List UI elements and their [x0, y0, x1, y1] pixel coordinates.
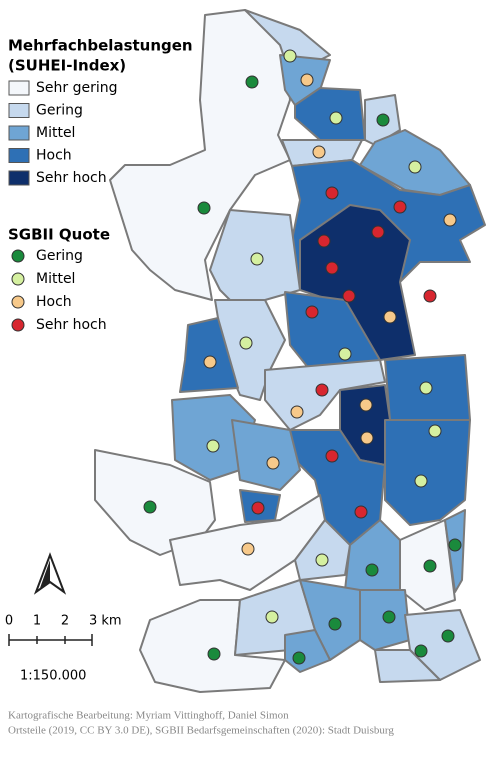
dot: [414, 474, 428, 488]
dot: [325, 186, 339, 200]
dot: [203, 355, 217, 369]
dot: [382, 610, 396, 624]
dot: [371, 225, 385, 239]
dot: [290, 405, 304, 419]
legend-swatch: [8, 148, 30, 163]
scale-bar: 0 1 2 3 km 1:150.000: [5, 614, 122, 684]
legend-title: SGBII Quote: [8, 226, 110, 244]
scale-label: 3 km: [89, 614, 122, 629]
legend-label: Hoch: [36, 294, 72, 310]
legend-label: Sehr hoch: [36, 170, 107, 186]
dot: [305, 305, 319, 319]
legend-dot: [11, 295, 25, 309]
dot: [245, 75, 259, 89]
dot: [383, 310, 397, 324]
legend-swatch: [8, 170, 30, 186]
dot: [266, 456, 280, 470]
dot: [354, 505, 368, 519]
district: [374, 649, 441, 683]
scale-ratio: 1:150.000: [20, 669, 86, 684]
legend-dot: [11, 249, 25, 263]
district: [231, 419, 301, 491]
legend-subtitle: (SUHEI-Index): [8, 57, 126, 75]
legend-swatch: [8, 103, 30, 118]
north-arrow-fill: [40, 560, 50, 588]
dot: [329, 111, 343, 125]
legend-swatch: [8, 125, 30, 141]
dot: [317, 234, 331, 248]
dot: [312, 145, 326, 159]
dot: [443, 213, 457, 227]
legend-label: Gering: [36, 103, 83, 119]
districts: [94, 9, 486, 693]
dot: [328, 617, 342, 631]
dot: [283, 49, 297, 63]
north-arrow: [33, 552, 67, 595]
district: [139, 599, 286, 693]
district: [109, 9, 291, 301]
dot: [300, 73, 314, 87]
dot: [239, 336, 253, 350]
legend-label: Mittel: [36, 271, 75, 287]
legend-label: Gering: [36, 248, 83, 264]
legend-label: Sehr gering: [36, 80, 117, 96]
dot: [207, 647, 221, 661]
dot: [342, 289, 356, 303]
dot: [359, 398, 373, 412]
dot: [292, 651, 306, 665]
credit: Ortsteile (2019, CC BY 3.0 DE), SGBII Be…: [8, 725, 394, 737]
dot: [365, 563, 379, 577]
dot: [143, 500, 157, 514]
scale-label: 1: [33, 614, 41, 629]
dot: [251, 501, 265, 515]
dot: [241, 542, 255, 556]
dot: [408, 160, 422, 174]
dot: [338, 347, 352, 361]
dot: [315, 383, 329, 397]
dot: [197, 201, 211, 215]
dot: [423, 559, 437, 573]
dot: [441, 629, 455, 643]
dot: [419, 381, 433, 395]
legend-title: Mehrfachbelastungen: [8, 37, 193, 55]
dot: [325, 261, 339, 275]
dot: [325, 449, 339, 463]
legend-label: Mittel: [36, 125, 75, 141]
dot: [448, 538, 462, 552]
dot: [265, 610, 279, 624]
dot: [428, 424, 442, 438]
legend-swatch: [8, 80, 30, 96]
dot: [423, 289, 437, 303]
legend-dot: [11, 318, 25, 332]
dot: [360, 431, 374, 445]
district: [179, 317, 239, 393]
dot: [414, 644, 428, 658]
legend-dot: [11, 272, 25, 286]
scale-label: 2: [61, 614, 69, 629]
sgbii-dots: [143, 49, 462, 665]
dot: [206, 439, 220, 453]
legend-label: Hoch: [36, 148, 72, 164]
legend-label: Sehr hoch: [36, 317, 107, 333]
dot: [250, 252, 264, 266]
legend: Mehrfachbelastungen (SUHEI-Index) SGBII …: [8, 37, 193, 334]
scale-label: 0: [5, 614, 13, 629]
district: [384, 419, 471, 526]
credit: Kartografische Bearbeitung: Myriam Vitti…: [8, 710, 289, 722]
dot: [376, 113, 390, 127]
dot: [315, 553, 329, 567]
dot: [393, 200, 407, 214]
